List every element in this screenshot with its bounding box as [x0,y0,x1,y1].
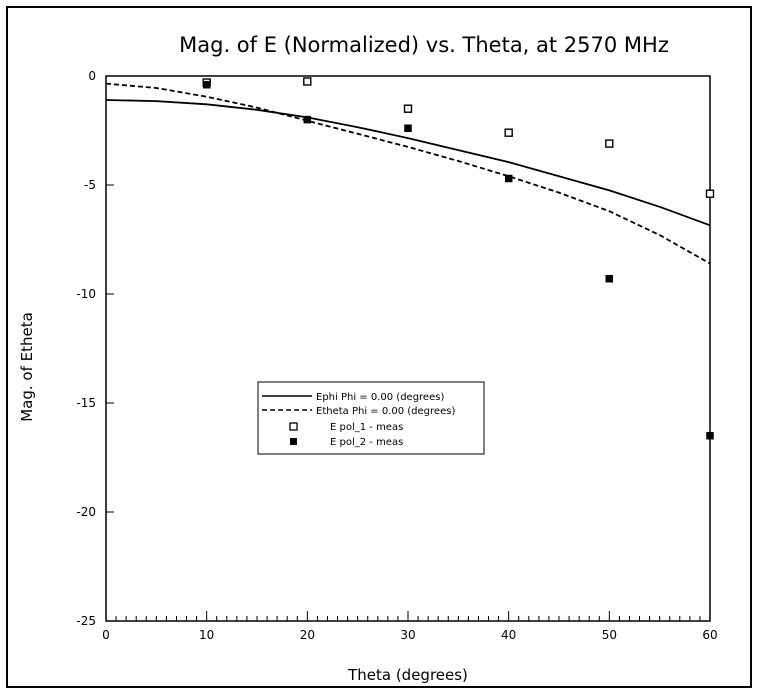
y-tick-label: -25 [76,614,96,628]
legend-pol1-swatch [289,422,298,431]
pol2-point [202,80,211,89]
legend: Ephi Phi = 0.00 (degrees) Etheta Phi = 0… [257,381,485,455]
figure-frame [6,6,752,688]
pol1-point [705,189,715,198]
plot-area [105,75,711,622]
x-tick-label: 0 [102,628,110,642]
x-tick-label: 30 [400,628,415,642]
x-axis-label: Theta (degrees) [347,666,468,684]
y-axis-ticks: 0 -5 -10 -15 -20 -25 [76,69,114,628]
x-tick-label: 60 [702,628,717,642]
legend-pol1-label: E pol_1 - meas [330,422,403,433]
pol1-point [504,128,513,137]
y-tick-label: -5 [84,178,96,192]
x-tick-label: 40 [501,628,516,642]
pol1-point [403,104,413,113]
pol1-point [605,139,614,148]
legend-etheta-label: Etheta Phi = 0.00 (degrees) [316,406,455,417]
ephi-line [105,99,711,227]
etheta-line [105,82,711,265]
chart-title: Mag. of E (Normalized) vs. Theta, at 257… [179,33,669,57]
legend-pol2-label: E pol_2 - meas [330,437,403,448]
series-layer [105,77,715,440]
pol1-point [303,77,312,86]
legend-pol2-swatch [290,438,297,445]
y-tick-label: -20 [76,505,96,519]
y-tick-label: -10 [76,287,96,301]
pol2-point [706,431,714,440]
y-axis-label: Mag. of Etheta [18,312,36,422]
x-axis-ticks: 0 10 20 30 40 50 60 [102,611,718,642]
pol2-point [605,274,614,283]
y-tick-label: -15 [76,396,96,410]
y-tick-label: 0 [88,69,96,83]
legend-ephi-label: Ephi Phi = 0.00 (degrees) [316,392,444,403]
pol2-point [404,124,412,133]
pol2-point [504,174,513,183]
pol2-point [303,115,312,124]
x-tick-label: 10 [199,628,214,642]
x-tick-label: 50 [602,628,617,642]
x-tick-label: 20 [300,628,315,642]
